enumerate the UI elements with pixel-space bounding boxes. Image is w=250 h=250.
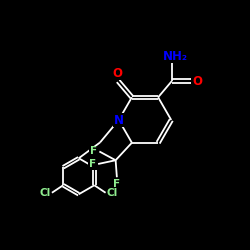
Text: F: F (113, 179, 120, 189)
Text: O: O (112, 66, 122, 80)
Text: F: F (89, 159, 96, 169)
Text: Cl: Cl (39, 188, 50, 198)
Text: NH₂: NH₂ (163, 50, 188, 62)
Text: N: N (114, 114, 124, 126)
Text: F: F (90, 146, 98, 156)
Text: O: O (192, 74, 202, 88)
Text: Cl: Cl (107, 188, 118, 198)
